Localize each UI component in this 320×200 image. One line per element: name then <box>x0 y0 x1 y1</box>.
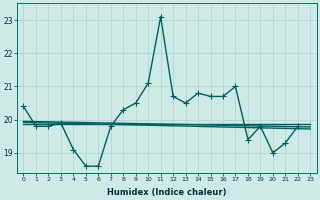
X-axis label: Humidex (Indice chaleur): Humidex (Indice chaleur) <box>107 188 227 197</box>
